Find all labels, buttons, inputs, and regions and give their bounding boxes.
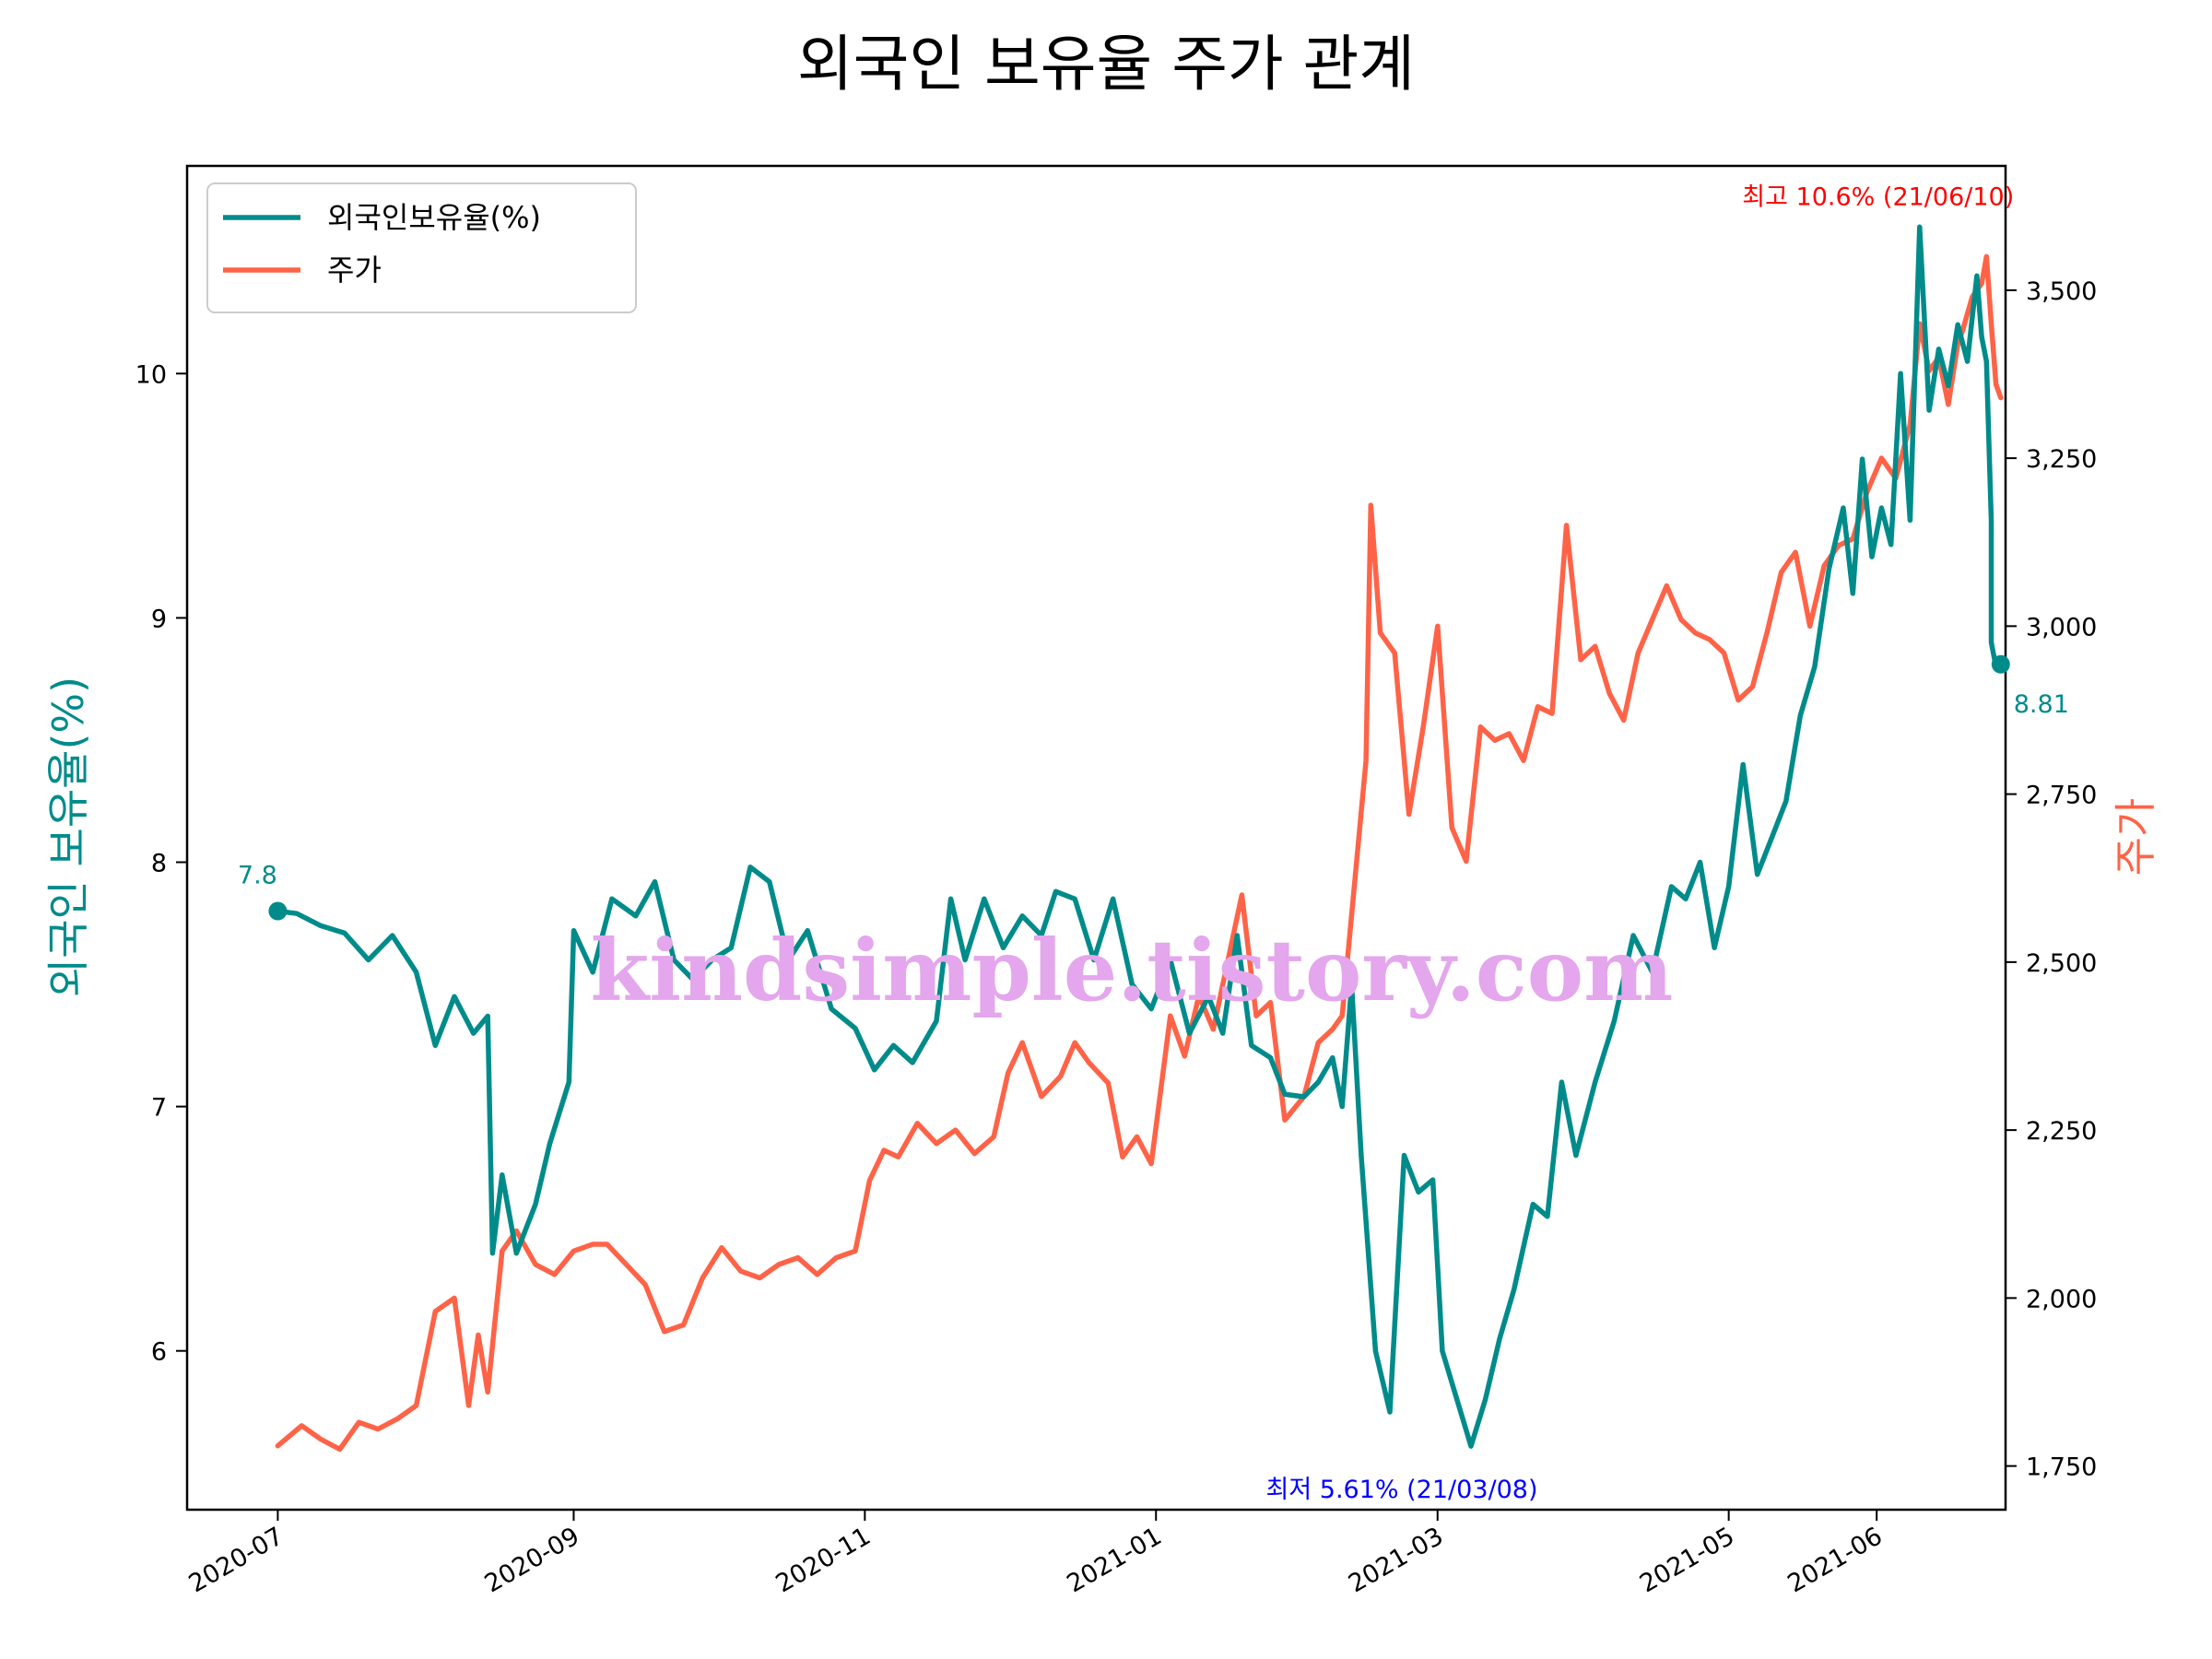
x-tick-label: 2020-11: [771, 1522, 876, 1598]
left-y-tick-label: 6: [151, 1338, 167, 1367]
price-line: [275, 253, 2004, 1453]
right-y-axis-title: 주가: [2111, 798, 2160, 877]
chart-title: 외국인 보유율 주가 관계: [797, 29, 1415, 100]
right-y-tick-label: 1,750: [2026, 1453, 2097, 1482]
start-point-marker: [268, 901, 288, 921]
watermark: kindsimple.tistory.com: [590, 921, 1673, 1020]
start-value-label: 7.8: [238, 862, 277, 890]
annotation-layer: 최고 10.6% (21/06/10) 최저 5.61% (21/03/08) …: [238, 182, 2069, 1504]
x-tick-label: 2021-05: [1635, 1522, 1739, 1598]
right-y-tick-label: 2,500: [2026, 949, 2097, 978]
left-y-axis-ticks: 6 7 8 9 10: [135, 360, 187, 1367]
right-y-tick-label: 2,250: [2026, 1117, 2097, 1146]
left-y-tick-label: 10: [135, 360, 167, 389]
end-point-marker: [1991, 654, 2010, 674]
min-annotation: 최저 5.61% (21/03/08): [1266, 1476, 1538, 1504]
right-y-tick-label: 3,000: [2026, 613, 2097, 641]
legend-label-price: 주가: [327, 253, 382, 288]
ownership-line: [275, 224, 2004, 1449]
legend-box: [206, 182, 637, 313]
right-y-tick-label: 3,500: [2026, 277, 2097, 306]
x-tick-label: 2021-03: [1344, 1522, 1448, 1598]
series-layer: [268, 224, 2010, 1453]
max-annotation: 최고 10.6% (21/06/10): [1742, 182, 2014, 211]
left-y-axis-title: 외국인 보유율(%): [43, 677, 93, 997]
legend: 외국인보유율(%) 주가: [206, 182, 637, 313]
end-value-label: 8.81: [2014, 690, 2069, 719]
x-tick-label: 2020-09: [480, 1522, 584, 1598]
left-y-tick-label: 9: [151, 605, 167, 633]
x-tick-label: 2021-06: [1783, 1522, 1887, 1598]
right-y-tick-label: 3,250: [2026, 445, 2097, 474]
x-tick-label: 2020-07: [184, 1522, 288, 1598]
left-y-tick-label: 7: [151, 1094, 167, 1123]
plot-area: [185, 164, 2007, 1512]
x-tick-label: 2021-01: [1063, 1522, 1167, 1598]
right-y-tick-label: 2,000: [2026, 1285, 2097, 1313]
right-y-tick-label: 2,750: [2026, 782, 2097, 810]
x-axis-ticks: 2020-07 2020-09 2020-11 2021-01 2021-03 2021-…: [184, 1510, 1888, 1598]
right-y-axis-ticks: 1,750 2,000 2,250 2,500 2,750 3,000 3,250 3,500: [2006, 277, 2097, 1482]
legend-label-ownership: 외국인보유율(%): [327, 200, 541, 235]
left-y-tick-label: 8: [151, 850, 167, 878]
